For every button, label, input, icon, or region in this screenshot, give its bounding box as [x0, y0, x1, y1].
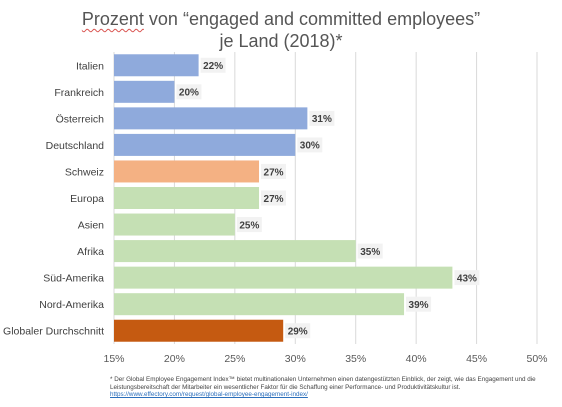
x-tick-label: 50% — [526, 353, 547, 365]
chart-title-line1: Prozent von “engaged and committed emplo… — [0, 8, 562, 30]
value-label: 22% — [203, 61, 223, 72]
footnote-link[interactable]: https://www.effectory.com/request/global… — [110, 391, 308, 398]
value-label-bg — [309, 110, 335, 126]
x-tick-label: 20% — [164, 353, 185, 365]
x-tick-label: 15% — [103, 353, 124, 365]
bar-europa — [114, 187, 260, 209]
value-label: 43% — [457, 273, 477, 284]
value-label: 39% — [409, 300, 429, 311]
value-labels: 22% 20% 31% 30% 27% 27% 25% 35% 43% 39% 29% — [176, 57, 480, 339]
x-tick-label: 40% — [406, 353, 427, 365]
title-line1-rest: von “engaged and committed employees” — [143, 9, 481, 29]
value-label: 31% — [312, 114, 332, 125]
bars-group — [114, 54, 453, 342]
value-label: 27% — [264, 194, 284, 205]
value-label-bg — [261, 163, 287, 179]
category-label: Schweiz — [65, 166, 104, 178]
x-tick-labels: 15% 20% 25% 30% 35% 40% 45% 50% — [103, 353, 547, 365]
x-tick-label: 30% — [285, 353, 306, 365]
value-label: 29% — [288, 327, 308, 338]
value-label-bg — [236, 217, 262, 233]
category-label: Frankreich — [54, 87, 104, 99]
value-label-bg — [200, 57, 226, 73]
category-label: Italien — [76, 60, 104, 72]
bar-süd-amerika — [114, 266, 453, 289]
bar-afrika — [114, 240, 356, 263]
value-label-bg — [454, 270, 480, 286]
value-label-bg — [176, 84, 202, 100]
category-label: Globaler Durchschnitt — [3, 326, 104, 338]
value-label-bg — [285, 323, 311, 339]
category-label: Deutschland — [46, 140, 105, 152]
bar-österreich — [114, 107, 308, 130]
x-tick-label: 35% — [345, 353, 366, 365]
value-label-bg — [357, 243, 383, 259]
category-label: Afrika — [77, 246, 104, 258]
category-label: Österreich — [56, 113, 105, 125]
chart-title: Prozent von “engaged and committed emplo… — [0, 8, 562, 52]
value-label-bg — [261, 190, 287, 206]
x-tick-label: 25% — [224, 353, 245, 365]
category-label: Süd-Amerika — [43, 273, 104, 285]
footnote: * Der Global Employee Engagement Index™ … — [110, 376, 555, 399]
bar-deutschland — [114, 133, 296, 156]
category-labels: Italien Frankreich Österreich Deutschland Sc… — [3, 60, 104, 337]
bar-schweiz — [114, 160, 260, 183]
category-label: Europa — [70, 193, 104, 205]
bar-frankreich — [114, 80, 175, 103]
value-label: 20% — [179, 88, 199, 99]
chart-title-line2: je Land (2018)* — [219, 31, 343, 51]
value-label: 35% — [360, 247, 380, 258]
title-word-prozent: Prozent — [81, 9, 144, 29]
value-label: 30% — [300, 141, 320, 152]
x-tick-label: 45% — [466, 353, 487, 365]
bar-italien — [114, 54, 199, 77]
bar-globaler-durchschnitt — [114, 319, 284, 342]
bar-asien — [114, 213, 235, 236]
category-label: Asien — [78, 220, 104, 232]
category-label: Nord-Amerika — [39, 299, 104, 311]
footnote-text: * Der Global Employee Engagement Index™ … — [110, 376, 536, 391]
value-label-bg — [406, 296, 432, 312]
value-label-bg — [297, 137, 323, 153]
value-label: 25% — [239, 220, 259, 231]
value-label: 27% — [264, 167, 284, 178]
bar-nord-amerika — [114, 293, 405, 316]
